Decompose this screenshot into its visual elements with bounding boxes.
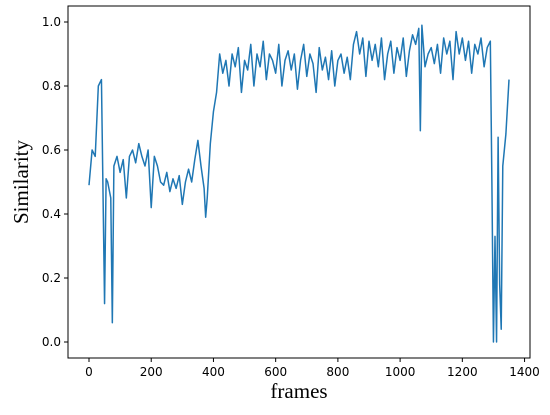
y-tick-label: 0.0 bbox=[42, 335, 61, 349]
y-tick-label: 0.8 bbox=[42, 79, 61, 93]
x-tick-label: 1400 bbox=[509, 365, 540, 379]
x-tick-label: 600 bbox=[264, 365, 287, 379]
y-tick-label: 1.0 bbox=[42, 15, 61, 29]
y-tick-label: 0.4 bbox=[42, 207, 61, 221]
x-tick-label: 1000 bbox=[385, 365, 416, 379]
x-tick-label: 400 bbox=[202, 365, 225, 379]
y-tick-label: 0.6 bbox=[42, 143, 61, 157]
x-tick-label: 1200 bbox=[447, 365, 478, 379]
x-axis-label: frames bbox=[270, 379, 327, 403]
x-tick-label: 800 bbox=[326, 365, 349, 379]
y-tick-label: 0.2 bbox=[42, 271, 61, 285]
x-tick-label: 200 bbox=[140, 365, 163, 379]
x-tick-label: 0 bbox=[85, 365, 93, 379]
plot-frame bbox=[67, 5, 531, 359]
data-line bbox=[88, 24, 510, 343]
y-axis-label: Similarity bbox=[9, 140, 33, 225]
